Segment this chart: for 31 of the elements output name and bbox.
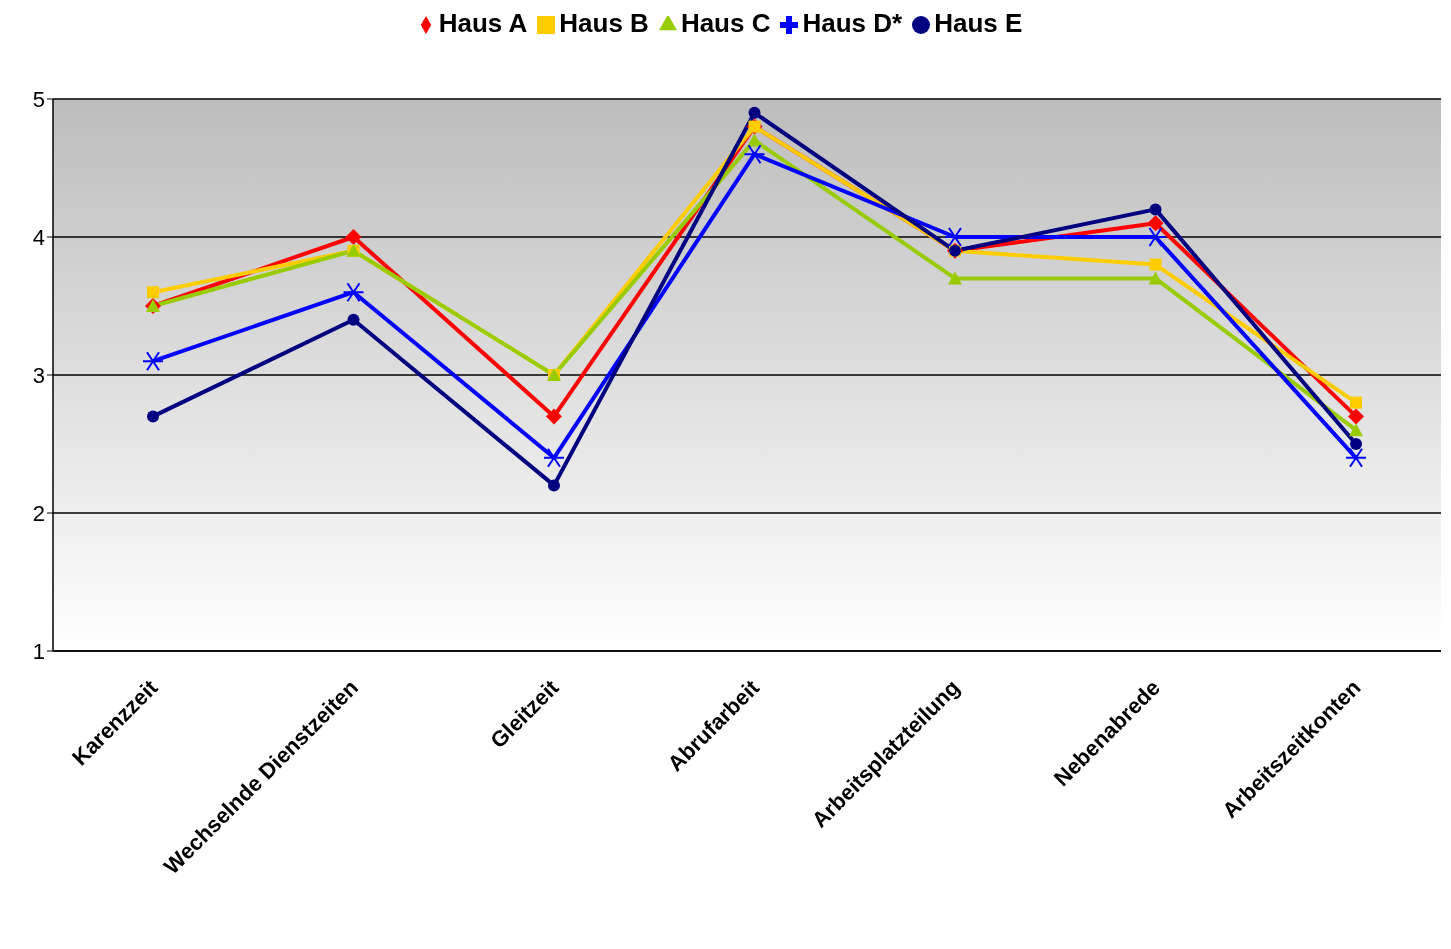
point (1149, 203, 1162, 216)
point (342, 282, 365, 303)
y-tick-label: 4 (32, 224, 45, 250)
point (1350, 438, 1362, 450)
point (1147, 215, 1164, 232)
point (347, 313, 360, 326)
point (546, 408, 562, 425)
legend-label: Haus E (934, 8, 1023, 38)
legend-label: Haus C (680, 8, 771, 38)
point (345, 229, 362, 245)
point (1148, 271, 1163, 285)
point (1349, 423, 1363, 437)
y-tick-label: 2 (32, 500, 45, 526)
point (743, 144, 766, 165)
point (147, 410, 159, 423)
point (1350, 396, 1362, 409)
legend-label: Haus D* (802, 8, 903, 38)
y-tick-label: 3 (32, 362, 45, 388)
point (1149, 258, 1162, 271)
point (948, 271, 962, 285)
point (748, 106, 761, 119)
y-tick-label: 5 (32, 86, 45, 112)
y-tick-label: 1 (32, 638, 45, 664)
point (1348, 408, 1364, 425)
legend-label: Haus B (559, 8, 649, 38)
point (147, 286, 159, 299)
point (548, 479, 560, 492)
point (543, 447, 565, 468)
point (1345, 447, 1367, 468)
point (142, 351, 164, 372)
legend-label: Haus A (438, 8, 528, 38)
